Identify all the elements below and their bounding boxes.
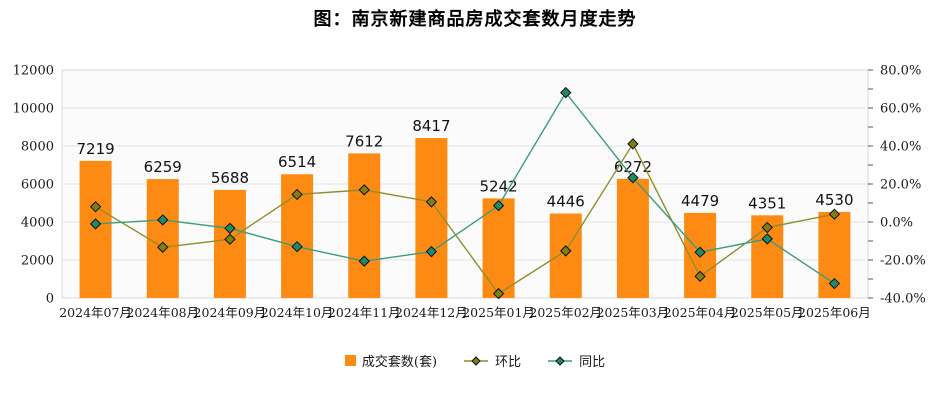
mom-marker [358,184,370,196]
bar-value-label: 7612 [345,132,383,150]
right-axis-tick-label: 0.0% [880,216,913,231]
bar-value-label: 4530 [815,191,853,209]
x-axis-label: 2024年12月 [395,305,468,320]
mom-marker [492,287,505,300]
bar [616,178,649,298]
mom-marker [694,270,706,283]
x-axis-label: 2024年11月 [328,305,401,320]
yoy-marker [694,246,706,258]
x-axis-label: 2024年10月 [261,305,334,320]
left-axis-tick-label: 12000 [13,64,54,79]
legend-item-yoy: 同比 [547,351,605,370]
x-axis-label: 2024年07月 [59,305,132,320]
chart-title: 图：南京新建商品房成交套数月度走势 [313,9,637,30]
yoy-line [95,91,835,285]
x-axis-label: 2024年09月 [194,305,267,320]
legend-label-yoy: 同比 [579,355,606,370]
bar-value-label: 4479 [681,192,719,210]
bar [146,179,179,298]
bar-value-label: 6514 [278,153,316,171]
yoy-marker [157,214,169,226]
left-axis-tick-label: 8000 [21,140,54,155]
mom-line [95,142,835,295]
x-axis-label: 2025年01月 [462,305,535,320]
yoy-marker [761,233,773,245]
legend-item-mom: 环比 [463,351,521,370]
yoy-marker [291,240,303,253]
left-axis-tick-label: 0 [46,292,54,307]
mom-marker [157,241,169,253]
legend-label-mom: 环比 [495,355,522,370]
yoy-marker [828,277,841,290]
x-axis-label: 2025年06月 [798,305,871,320]
bar-value-label: 6259 [144,158,182,176]
mom-marker [425,196,438,208]
mom-marker [560,245,572,257]
yoy-line-swatch [548,355,573,366]
left-axis-tick-label: 4000 [21,216,54,231]
bar-series-swatch [344,355,356,366]
yoy-marker [224,222,236,234]
legend-label-volume: 成交套数(套) [361,355,438,370]
bar-value-label: 8417 [412,117,450,135]
chart-legend: 成交套数(套) 环比 同比 [0,351,950,370]
yoy-marker [425,245,438,258]
left-axis-tick-label: 6000 [21,178,54,193]
x-axis-label: 2025年02月 [529,305,602,320]
chart-plot: 0 2000 4000 6000 8000 10000 12000 -40.0% -20.0% 0… [13,64,926,321]
mom-marker [89,201,102,213]
bar [415,138,448,298]
bar [482,198,515,298]
x-axis-label: 2025年04月 [664,305,737,320]
x-axis-label: 2025年05月 [731,305,804,320]
right-axis-tick-label: 20.0% [880,178,921,193]
right-axis-tick-label: 60.0% [880,102,921,117]
mom-marker [627,138,639,150]
bar-value-label: 7219 [76,140,114,158]
bar-value-label: 4446 [547,193,585,211]
bar [348,153,381,298]
right-axis-tick-label: -40.0% [880,292,926,307]
yoy-marker [358,255,370,267]
mom-marker [828,208,841,220]
bar-value-label: 5242 [479,177,517,195]
mom-line-swatch [464,355,489,366]
yoy-marker [560,86,572,99]
yoy-marker [89,218,102,230]
right-axis-tick-label: -20.0% [880,254,926,269]
mom-marker [291,188,303,201]
bar-value-label: 5688 [211,169,249,187]
x-axis-label: 2025年03月 [597,305,670,320]
left-axis-tick-label: 2000 [21,254,54,269]
x-axis-label: 2024年08月 [126,305,199,320]
bar-value-label: 4351 [748,194,786,212]
yoy-marker [492,199,505,212]
right-axis-tick-label: 40.0% [880,140,921,155]
legend-item-volume: 成交套数(套) [344,351,438,370]
mom-marker [761,221,773,234]
yoy-marker [627,172,639,184]
right-axis-tick-label: 80.0% [880,64,921,79]
left-axis-tick-label: 10000 [13,102,54,117]
mom-marker [224,233,236,245]
